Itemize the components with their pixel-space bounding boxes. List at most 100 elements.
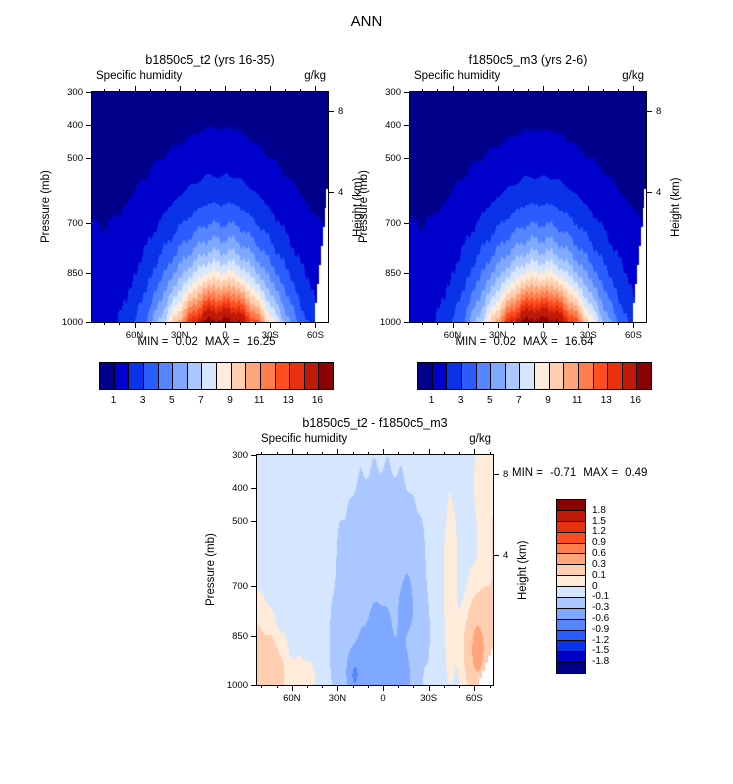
colorbar-cell — [187, 363, 203, 389]
x-axis-tick — [276, 452, 278, 455]
stats-line: MIN = -0.71 MAX = 0.49 — [512, 467, 732, 479]
lat-tick-label: 30N — [489, 330, 507, 341]
plot-frame — [256, 454, 494, 686]
pressure-axis-tick — [251, 455, 257, 456]
colorbar-cell — [114, 363, 130, 389]
colorbar-tick-label: 16 — [629, 395, 641, 406]
colorbar-cell — [246, 363, 261, 389]
height-axis-tick — [646, 192, 652, 194]
colorbar-cell — [593, 363, 609, 389]
x-axis-tick — [255, 89, 257, 92]
plot-frame — [91, 91, 329, 323]
colorbar-cell — [173, 363, 188, 389]
x-axis-tick — [428, 449, 430, 455]
colorbar-cell — [557, 554, 585, 566]
height-axis-tick — [493, 555, 499, 557]
stats-line: MIN = 0.02 MAX = 16.64 — [370, 336, 686, 348]
x-axis-tick — [179, 86, 181, 92]
pressure-tick-label: 1000 — [379, 317, 401, 328]
colorbar-tick-label: 3 — [457, 395, 464, 406]
x-axis-tick — [104, 89, 106, 92]
lat-tick-label: 0 — [222, 330, 228, 341]
colorbar-tick-label: 9 — [227, 395, 233, 406]
pressure-tick-label: 400 — [232, 482, 248, 494]
x-axis-tick — [270, 86, 272, 92]
colorbar-tick-label: 1.8 — [592, 504, 606, 516]
x-axis-tick — [322, 685, 324, 688]
x-axis-tick — [443, 685, 445, 688]
lat-tick-label: 0 — [540, 330, 546, 341]
field-label: Specific humidity — [261, 433, 348, 445]
x-axis-tick — [398, 452, 400, 455]
pressure-tick-label: 400 — [67, 119, 83, 131]
height-tick-label: 4 — [656, 187, 662, 199]
x-axis-tick — [337, 685, 339, 691]
stats-max-value: 16.25 — [246, 336, 276, 348]
x-axis-tick — [300, 89, 302, 92]
colorbar-cell — [491, 363, 506, 389]
colorbar-cell — [557, 576, 585, 587]
x-axis-tick — [558, 89, 560, 92]
x-axis-tick — [179, 322, 181, 328]
lat-tick-label: 0 — [380, 693, 386, 704]
x-axis-tick — [209, 322, 211, 325]
x-axis-tick — [291, 449, 293, 455]
x-axis-tick — [573, 89, 575, 92]
pressure-tick-label: 300 — [385, 87, 401, 98]
colorbar-tick-label: -1.2 — [592, 634, 610, 646]
x-axis-tick — [261, 452, 263, 455]
x-axis-tick — [633, 322, 635, 328]
x-axis-tick — [285, 322, 287, 325]
colorbar-cell — [557, 587, 585, 598]
x-axis-tick — [209, 89, 211, 92]
colorbar-cell — [557, 619, 585, 631]
x-axis-tick — [276, 685, 278, 688]
colorbar-cell — [557, 663, 585, 673]
x-axis-tick — [422, 89, 424, 92]
panel-title: b1850c5_t2 - f1850c5_m3 — [302, 416, 448, 430]
stats-min-value: -0.71 — [550, 467, 577, 479]
plot-frame — [409, 91, 647, 323]
panel-title: f1850c5_m3 (yrs 2-6) — [468, 53, 588, 67]
colorbar — [556, 499, 586, 674]
x-axis-tick — [413, 452, 415, 455]
x-axis-tick — [134, 322, 136, 328]
x-axis-tick — [543, 86, 544, 92]
x-axis-tick — [452, 86, 454, 92]
x-axis-tick — [383, 685, 385, 691]
x-axis-tick — [315, 322, 317, 328]
pressure-axis-tick — [86, 124, 92, 126]
pressure-tick-label: 300 — [232, 450, 248, 461]
lat-tick-label: 30S — [261, 330, 279, 341]
contour-plot-canvas — [257, 455, 493, 685]
colorbar-cell — [158, 363, 174, 389]
x-axis-tick — [558, 322, 560, 325]
x-axis-tick — [474, 685, 476, 691]
pressure-tick-label: 500 — [385, 152, 401, 164]
pressure-tick-label: 850 — [67, 267, 83, 279]
colorbar-tick-label: 0 — [592, 580, 598, 592]
x-axis-tick — [352, 685, 354, 688]
colorbar-cell — [557, 597, 585, 609]
x-axis-tick — [633, 86, 635, 92]
x-axis-tick — [618, 322, 620, 325]
x-axis-tick — [489, 685, 491, 688]
colorbar-tick-label: 0.3 — [592, 558, 606, 570]
units-label: g/kg — [304, 70, 326, 82]
field-label: Specific humidity — [96, 70, 183, 82]
pressure-axis-tick — [404, 92, 410, 93]
x-axis-tick — [194, 322, 196, 325]
height-tick-label: 4 — [338, 187, 344, 199]
colorbar-cell — [622, 363, 638, 389]
x-axis-tick — [164, 322, 166, 325]
lat-tick-label: 30N — [171, 330, 189, 341]
pressure-tick-label: 500 — [232, 515, 248, 527]
colorbar-cell — [129, 363, 144, 389]
x-axis-tick — [383, 449, 385, 455]
colorbar-cell — [608, 363, 623, 389]
colorbar-cell — [578, 363, 594, 389]
x-axis-tick — [543, 322, 544, 328]
colorbar — [99, 362, 334, 390]
x-axis-tick — [467, 322, 469, 325]
colorbar-cell — [418, 363, 433, 389]
